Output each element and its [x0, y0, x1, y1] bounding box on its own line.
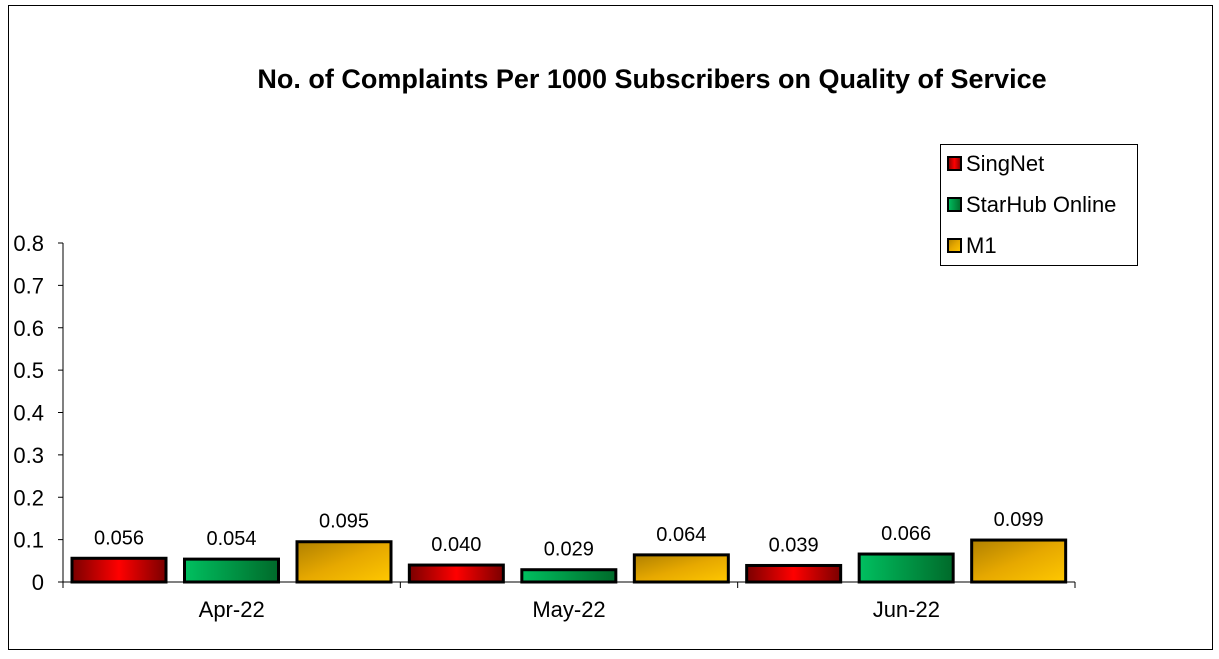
bar-singnet: [407, 563, 505, 584]
y-tick-label: 0.1: [13, 528, 44, 553]
legend: SingNet StarHub Online M1: [940, 144, 1138, 266]
legend-swatch: [947, 197, 962, 212]
bar-starhub-online: [520, 568, 618, 584]
bar-starhub-online: [857, 552, 955, 584]
data-label: 0.099: [994, 509, 1044, 531]
data-label: 0.039: [769, 534, 819, 556]
bar-m1: [295, 540, 393, 584]
data-label: 0.095: [319, 511, 369, 533]
bar-starhub-online: [183, 557, 280, 584]
x-tick-label: Jun-22: [873, 597, 940, 622]
y-tick-label: 0.2: [13, 485, 44, 510]
y-tick-label: 0.3: [13, 443, 44, 468]
bar-m1: [632, 553, 730, 584]
legend-box: [940, 144, 1138, 266]
data-label: 0.066: [881, 523, 931, 545]
data-label: 0.056: [94, 527, 144, 549]
chart-title: No. of Complaints Per 1000 Subscribers o…: [257, 64, 1046, 94]
legend-label: M1: [966, 233, 997, 258]
y-tick-label: 0.7: [13, 273, 44, 298]
legend-swatch: [947, 156, 962, 171]
legend-label: SingNet: [966, 151, 1044, 176]
data-label: 0.054: [206, 528, 256, 550]
y-tick-label: 0: [32, 570, 44, 595]
x-tick-label: Apr-22: [199, 597, 265, 622]
data-label: 0.029: [544, 539, 594, 561]
legend-swatch: [947, 238, 962, 253]
legend-label: StarHub Online: [966, 192, 1116, 217]
data-label: 0.064: [656, 524, 706, 546]
x-tick-label: May-22: [532, 597, 605, 622]
y-tick-label: 0.6: [13, 316, 44, 341]
y-tick-label: 0.4: [13, 401, 44, 426]
y-tick-label: 0.8: [13, 231, 44, 256]
bar-singnet: [745, 563, 843, 584]
bar-singnet: [70, 556, 168, 584]
data-label: 0.040: [431, 534, 481, 556]
y-tick-label: 0.5: [13, 358, 44, 383]
bar-m1: [970, 538, 1068, 584]
